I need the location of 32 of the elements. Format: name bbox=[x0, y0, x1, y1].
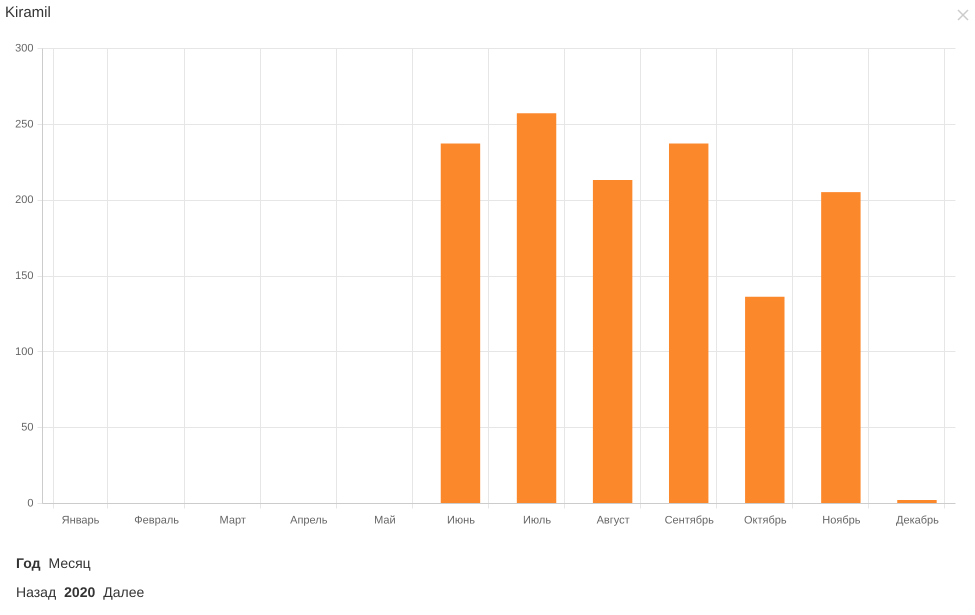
text: Далее bbox=[103, 584, 144, 600]
x-tick-label: Июнь bbox=[446, 514, 476, 526]
bar bbox=[592, 180, 632, 503]
x-tick-label: Декабрь bbox=[896, 514, 940, 526]
x-tick-label: Сентябрь bbox=[664, 514, 714, 526]
y-tick-label: 0 bbox=[27, 498, 34, 510]
y-tick-label: 300 bbox=[15, 42, 34, 54]
x-tick-label: Октябрь bbox=[744, 514, 787, 526]
chart-title: Kiramil bbox=[5, 4, 51, 21]
x-tick-label: Август bbox=[596, 514, 630, 526]
y-tick-label: 200 bbox=[15, 194, 34, 206]
x-tick-label: Январь bbox=[62, 514, 100, 526]
bar bbox=[668, 144, 708, 503]
bar bbox=[897, 500, 937, 503]
text: Назад bbox=[16, 584, 56, 600]
y-tick-label: 100 bbox=[15, 346, 34, 358]
text: Месяц bbox=[48, 555, 91, 571]
text: Год bbox=[16, 555, 40, 571]
x-tick-label: Ноябрь bbox=[822, 514, 861, 526]
y-tick-label: 150 bbox=[15, 270, 34, 282]
x-tick-label: Май bbox=[374, 514, 396, 526]
bar bbox=[440, 144, 480, 503]
text: 2020 bbox=[64, 584, 96, 600]
bar bbox=[821, 192, 861, 503]
bar bbox=[516, 113, 556, 503]
x-tick-label: Июль bbox=[523, 514, 552, 526]
y-tick-label: 250 bbox=[15, 118, 34, 130]
x-tick-label: Февраль bbox=[134, 514, 180, 526]
x-tick-label: Март bbox=[220, 514, 246, 526]
x-tick-label: Апрель bbox=[290, 514, 328, 526]
bar bbox=[745, 296, 785, 503]
y-tick-label: 50 bbox=[21, 422, 34, 434]
